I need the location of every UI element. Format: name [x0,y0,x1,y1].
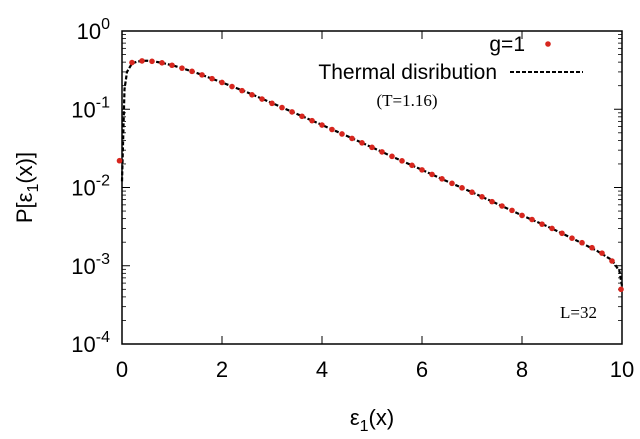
thermal-line [120,59,624,287]
g1-point [239,87,245,94]
legend-label-g1: g=1 [489,33,525,56]
g1-point [219,79,225,86]
g1-point [449,180,455,187]
x-tick-label: 6 [416,357,428,382]
y-tick-label: 100 [77,16,110,44]
g1-point [618,286,624,293]
g1-point [279,104,285,111]
g1-point [249,92,255,98]
g1-point [289,109,295,115]
g1-point [569,235,575,241]
y-axis-label: P[ε1(x)] [12,152,42,223]
g1-point [459,185,465,191]
g1-point [499,203,505,209]
g1-point [309,117,315,124]
g1-point [439,176,445,182]
g1-point [469,189,475,196]
g1-point [209,75,215,82]
g1-point [529,216,535,223]
x-tick-label: 8 [516,357,528,382]
system-size-annotation: L=32 [560,303,597,322]
g1-point [389,153,395,160]
legend-swatch-g1 [545,41,551,47]
y-tick-label: 10-1 [71,94,110,122]
legend-label-thermal: Thermal disribution [318,61,497,84]
g1-series-layer [116,58,624,293]
g1-point [609,258,615,264]
g1-point [479,194,485,200]
g1-point [559,230,565,237]
g1-point [259,96,265,102]
g1-point [549,225,555,232]
thermal-series-layer [120,59,624,287]
g1-point [519,212,525,219]
g1-point [409,162,415,169]
g1-point [579,239,585,246]
g1-point [599,250,605,256]
g1-point [589,244,595,251]
g1-point [509,207,515,214]
g1-point [269,100,275,107]
g1-point [159,60,165,66]
g1-point [359,140,365,146]
g1-point [319,122,325,128]
g1-point [139,58,145,64]
x-tick-label: 10 [610,357,634,382]
g1-point [489,198,495,205]
g1-point [179,65,185,71]
axis-ticks: 0 2 4 6 8 10 100 10-1 10-2 10-3 10-4 [71,16,634,382]
g1-point [399,158,405,164]
g1-point [229,83,235,90]
g1-point [339,131,345,137]
x-tick-label: 2 [216,357,228,382]
x-tick-label: 0 [116,357,128,382]
g1-point [379,149,385,155]
g1-point [329,126,335,133]
g1-point [199,72,205,78]
g1-point [149,58,155,65]
x-tick-label: 4 [316,357,328,382]
y-tick-label: 10-4 [71,329,110,357]
temperature-annotation: (T=1.16) [376,91,437,110]
legend: g=1 Thermal disribution [318,33,583,84]
g1-point [369,144,375,151]
y-tick-label: 10-3 [71,251,110,279]
g1-point [189,68,195,75]
g1-point [299,113,305,120]
y-tick-label: 10-2 [71,173,110,201]
g1-point [116,157,123,164]
g1-point [169,62,175,69]
g1-point [539,221,545,227]
g1-point [129,59,135,66]
g1-point [419,167,425,173]
x-axis-label: ε1(x) [350,405,394,435]
g1-point [429,171,435,178]
g1-point [349,135,355,142]
